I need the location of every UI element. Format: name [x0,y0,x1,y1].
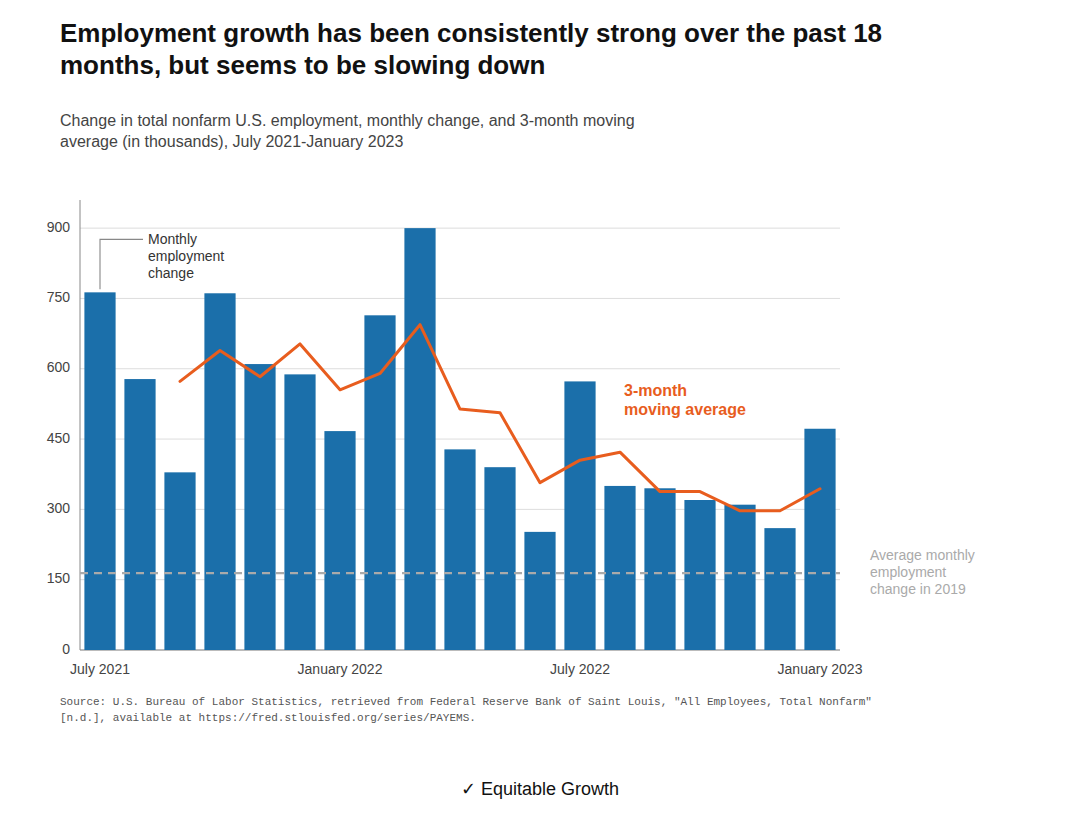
bar [244,364,275,650]
text-line: moving average [624,401,746,418]
bar [764,528,795,650]
bar [84,292,115,650]
bar [164,472,195,650]
y-axis-line [80,200,81,650]
grid-line [80,439,840,440]
text-line: change in 2019 [870,581,966,597]
text-line: Change in total nonfarm U.S. employment,… [60,112,635,129]
grid-line [80,228,840,229]
title: Employment growth has been consistently … [60,18,882,80]
bar [604,486,635,650]
bar [284,374,315,650]
reference-line [80,572,840,574]
bar [404,228,435,650]
annotation-connector [100,239,143,289]
reference-line-label: Average monthlyemploymentchange in 2019 [870,547,975,597]
text-line: change [148,265,194,281]
text-line: Source: U.S. Bureau of Labor Statistics,… [60,696,872,708]
bar [804,429,835,650]
text-line: [n.d.], available at https://fred.stloui… [60,712,476,724]
annotation: 3-month moving average [624,382,746,418]
y-tick-label: 300 [47,500,71,516]
x-tick-label: July 2021 [70,661,130,677]
bar [204,293,235,650]
text-line: Average monthly [870,547,975,563]
bar [724,505,755,650]
subtitle: Change in total nonfarm U.S. employment,… [60,112,635,150]
y-tick-label: 600 [47,359,71,375]
x-tick-label: January 2023 [778,661,863,677]
text-line: employment [148,248,224,264]
bar [484,467,515,650]
y-tick-label: 450 [47,430,71,446]
y-tick-label: 900 [47,219,71,235]
y-tick-label: 0 [62,641,70,657]
bar [564,381,595,650]
text-line: 3-month [624,382,687,399]
moving-average-line [180,325,820,511]
bar-series [84,228,835,650]
y-tick-label: 150 [47,570,71,586]
bar [364,315,395,650]
x-axis: July 2021 January 2022 July 2022 January 20… [70,661,863,677]
annotation: Monthlyemploymentchange [148,231,224,281]
y-tick-label: 750 [47,289,71,305]
bar [324,431,355,650]
bar [524,532,555,650]
chart: Employment growth has been consistently … [0,0,1080,831]
x-tick-label: July 2022 [550,661,610,677]
text-line: Employment growth has been consistently … [60,18,882,48]
bar [684,500,715,650]
text-line: Monthly [148,231,197,247]
bar [444,449,475,650]
grid-line [80,298,840,299]
bar [124,379,155,650]
background [0,0,1080,831]
plot-area [80,228,840,650]
x-tick-label: January 2022 [298,661,383,677]
footer: ✓ Equitable Growth [461,779,619,799]
text-line: average (in thousands), July 2021-Januar… [60,133,403,150]
y-axis: 0 150 300 450 600 750 900 [47,219,840,657]
bar [644,488,675,650]
source: Source: U.S. Bureau of Labor Statistics,… [60,696,872,724]
text-line: months, but seems to be slowing down [60,50,545,80]
text-line: employment [870,564,946,580]
